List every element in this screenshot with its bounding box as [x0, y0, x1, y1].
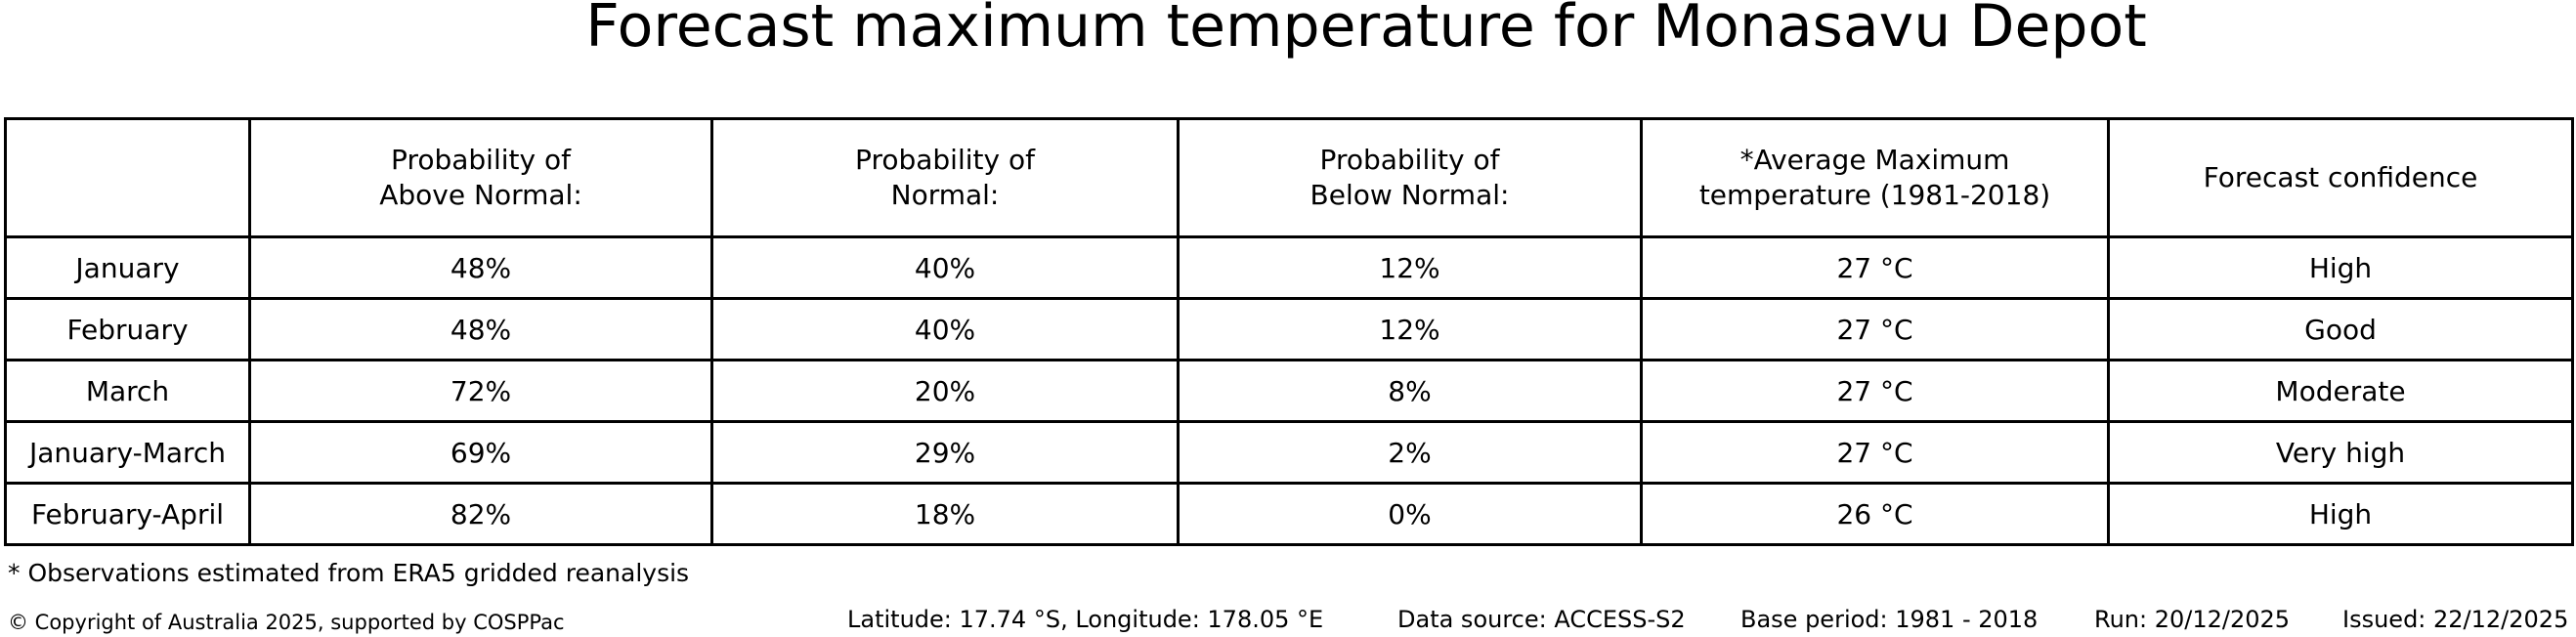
copyright-text: © Copyright of Australia 2025, supported…: [8, 611, 565, 634]
cell-below-normal: 12%: [1177, 235, 1643, 300]
cell-forecast-confidence: High: [2107, 482, 2574, 546]
forecast-table: Probability of Above Normal: Probability…: [4, 117, 2574, 546]
cell-forecast-confidence: Moderate: [2107, 359, 2574, 423]
row-label: February-April: [4, 482, 251, 546]
column-header-below-normal: Probability of Below Normal:: [1177, 117, 1643, 238]
cell-above-normal: 82%: [248, 482, 713, 546]
cell-normal: 18%: [710, 482, 1180, 546]
cell-normal: 40%: [710, 297, 1180, 361]
cell-above-normal: 72%: [248, 359, 713, 423]
cell-normal: 40%: [710, 235, 1180, 300]
column-header-above-normal: Probability of Above Normal:: [248, 117, 713, 238]
observations-footnote: * Observations estimated from ERA5 gridd…: [8, 559, 690, 587]
table-row-january-march: January-March 69% 29% 2% 27 °C Very high: [4, 420, 2574, 485]
cell-above-normal: 48%: [248, 235, 713, 300]
issued-date-text: Issued: 22/12/2025: [2342, 606, 2569, 633]
table-row-february: February 48% 40% 12% 27 °C Good: [4, 297, 2574, 361]
table-row-march: March 72% 20% 8% 27 °C Moderate: [4, 359, 2574, 423]
corner-cell: [4, 117, 251, 238]
cell-below-normal: 12%: [1177, 297, 1643, 361]
cell-forecast-confidence: Very high: [2107, 420, 2574, 485]
row-label: February: [4, 297, 251, 361]
cell-normal: 20%: [710, 359, 1180, 423]
cell-average-max-temp: 27 °C: [1640, 359, 2110, 423]
column-header-forecast-confidence: Forecast confidence: [2107, 117, 2574, 238]
run-date-text: Run: 20/12/2025: [2094, 606, 2291, 633]
cell-forecast-confidence: Good: [2107, 297, 2574, 361]
base-period-text: Base period: 1981 - 2018: [1740, 606, 2039, 633]
table-header-row: Probability of Above Normal: Probability…: [4, 117, 2574, 238]
table-row-january: January 48% 40% 12% 27 °C High: [4, 235, 2574, 300]
page-title: Forecast maximum temperature for Monasav…: [585, 0, 2147, 61]
cell-below-normal: 8%: [1177, 359, 1643, 423]
cell-above-normal: 69%: [248, 420, 713, 485]
location-text: Latitude: 17.74 °S, Longitude: 178.05 °E: [847, 606, 1324, 633]
column-header-normal: Probability of Normal:: [710, 117, 1180, 238]
cell-above-normal: 48%: [248, 297, 713, 361]
row-label: March: [4, 359, 251, 423]
cell-average-max-temp: 27 °C: [1640, 297, 2110, 361]
row-label: January: [4, 235, 251, 300]
column-header-average-max-temp: *Average Maximum temperature (1981-2018): [1640, 117, 2110, 238]
cell-normal: 29%: [710, 420, 1180, 485]
table-row-february-april: February-April 82% 18% 0% 26 °C High: [4, 482, 2574, 546]
cell-average-max-temp: 27 °C: [1640, 420, 2110, 485]
cell-below-normal: 0%: [1177, 482, 1643, 546]
cell-forecast-confidence: High: [2107, 235, 2574, 300]
cell-below-normal: 2%: [1177, 420, 1643, 485]
row-label: January-March: [4, 420, 251, 485]
data-source-text: Data source: ACCESS-S2: [1397, 606, 1686, 633]
cell-average-max-temp: 26 °C: [1640, 482, 2110, 546]
cell-average-max-temp: 27 °C: [1640, 235, 2110, 300]
